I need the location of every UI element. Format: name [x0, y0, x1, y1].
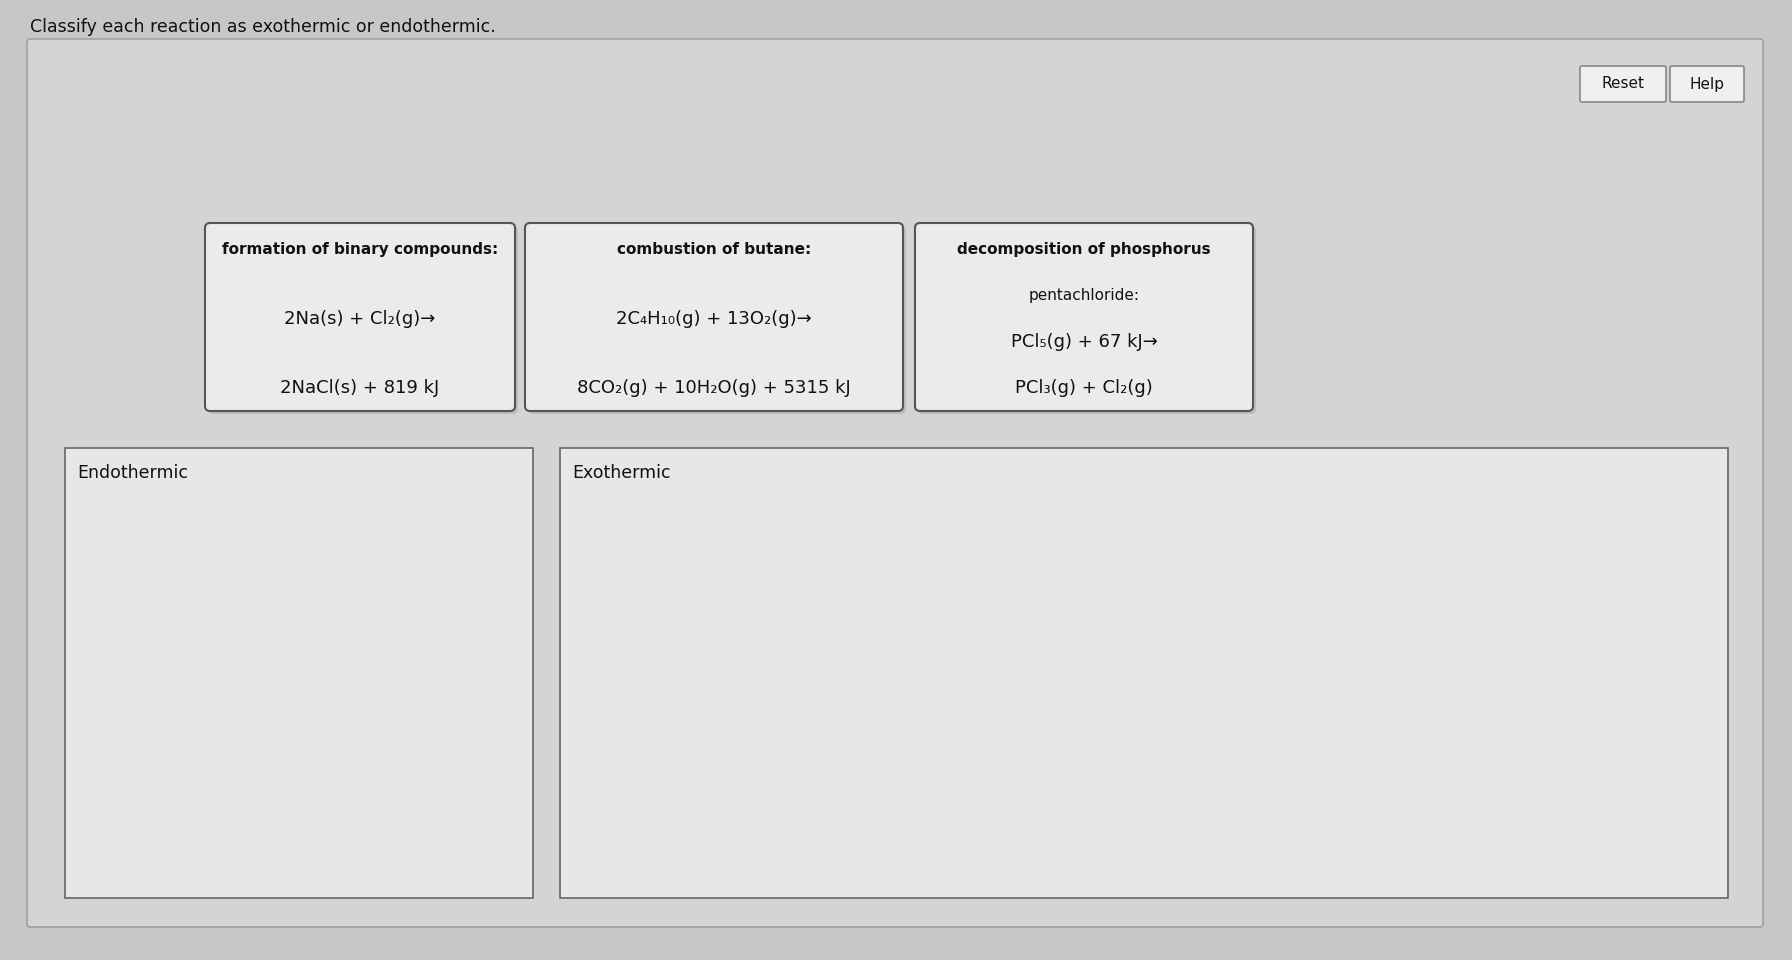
Text: combustion of butane:: combustion of butane: — [616, 242, 812, 257]
Text: 2Na(s) + Cl₂(g)→: 2Na(s) + Cl₂(g)→ — [285, 310, 435, 327]
FancyBboxPatch shape — [204, 223, 514, 411]
Text: PCl₅(g) + 67 kJ→: PCl₅(g) + 67 kJ→ — [1011, 333, 1158, 351]
FancyBboxPatch shape — [918, 226, 1256, 414]
Text: pentachloride:: pentachloride: — [1029, 288, 1140, 303]
Text: 2NaCl(s) + 819 kJ: 2NaCl(s) + 819 kJ — [280, 379, 439, 397]
FancyBboxPatch shape — [559, 448, 1727, 898]
Text: Help: Help — [1690, 77, 1724, 91]
FancyBboxPatch shape — [208, 226, 518, 414]
Text: Reset: Reset — [1602, 77, 1645, 91]
Text: 8CO₂(g) + 10H₂O(g) + 5315 kJ: 8CO₂(g) + 10H₂O(g) + 5315 kJ — [577, 379, 851, 397]
FancyBboxPatch shape — [65, 448, 532, 898]
Text: decomposition of phosphorus: decomposition of phosphorus — [957, 242, 1211, 257]
FancyBboxPatch shape — [916, 223, 1253, 411]
Text: formation of binary compounds:: formation of binary compounds: — [222, 242, 498, 257]
Text: 2C₄H₁₀(g) + 13O₂(g)→: 2C₄H₁₀(g) + 13O₂(g)→ — [616, 310, 812, 327]
FancyBboxPatch shape — [529, 226, 907, 414]
Text: Exothermic: Exothermic — [572, 464, 670, 482]
Text: PCl₃(g) + Cl₂(g): PCl₃(g) + Cl₂(g) — [1014, 379, 1152, 397]
FancyBboxPatch shape — [27, 39, 1763, 927]
Text: Endothermic: Endothermic — [77, 464, 188, 482]
FancyBboxPatch shape — [1581, 66, 1667, 102]
Text: Classify each reaction as exothermic or endothermic.: Classify each reaction as exothermic or … — [30, 18, 496, 36]
FancyBboxPatch shape — [1670, 66, 1744, 102]
FancyBboxPatch shape — [525, 223, 903, 411]
